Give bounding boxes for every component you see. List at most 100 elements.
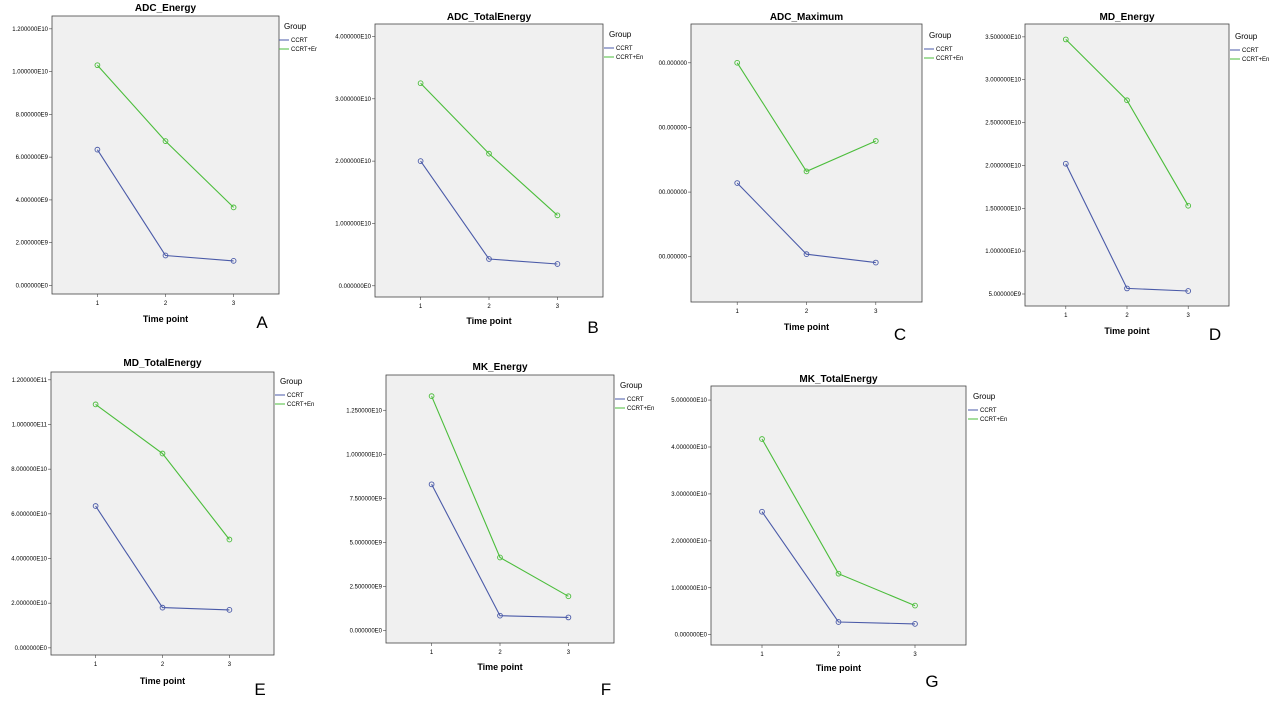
data-point-ccrt bbox=[486, 256, 492, 262]
data-point-ccrt-en bbox=[428, 393, 435, 400]
x-tick-label: 3 bbox=[556, 304, 560, 310]
chart-title: MD_TotalEnergy bbox=[123, 358, 202, 369]
data-point-ccrt bbox=[417, 158, 424, 164]
y-tick-label: 2.000000E10 bbox=[11, 601, 47, 607]
x-axis-label: Time point bbox=[140, 676, 185, 686]
chart-title: MK_TotalEnergy bbox=[799, 374, 878, 385]
data-point-ccrt bbox=[1062, 160, 1069, 167]
chart-panel-e: MD_TotalEnergy 0.000000E0 2.000000E10 4.000… bbox=[11, 358, 314, 699]
x-tick-label: 1 bbox=[736, 309, 740, 315]
y-tick-label: 1.000000E10 bbox=[346, 452, 382, 458]
y-tick-label: 1.500000E10 bbox=[985, 206, 1021, 212]
y-tick-label: 0.000000E0 bbox=[675, 633, 708, 639]
y-tick-label: 5.000000E9 bbox=[350, 541, 383, 547]
series-line-ccrt bbox=[95, 505, 230, 611]
x-tick-label: 3 bbox=[874, 309, 878, 315]
y-tick-label: 0.000000E0 bbox=[15, 646, 48, 652]
data-point-ccrt-en bbox=[835, 570, 842, 577]
x-tick-label: 1 bbox=[419, 304, 423, 310]
series-line-ccrt bbox=[736, 182, 876, 264]
data-point-ccrt-en bbox=[1062, 36, 1069, 43]
x-tick-label: 3 bbox=[1187, 313, 1191, 319]
legend-label-ccrt-en: CCRT+En bbox=[1242, 57, 1269, 63]
legend-label-ccrt: CCRT bbox=[291, 38, 308, 44]
series-line-ccrt-en bbox=[1065, 39, 1189, 206]
plot-area bbox=[50, 371, 275, 656]
legend-label-ccrt-en: CCRT+Er bbox=[291, 47, 317, 53]
series-line-ccrt bbox=[761, 511, 916, 625]
data-point-ccrt-en bbox=[554, 212, 561, 219]
legend-title: Group bbox=[929, 31, 952, 40]
x-tick-label: 2 bbox=[164, 301, 168, 307]
y-tick-label: 4.000000E10 bbox=[11, 557, 47, 563]
data-point-ccrt-en bbox=[162, 138, 169, 144]
data-point-ccrt bbox=[565, 614, 572, 621]
legend-label-ccrt: CCRT bbox=[1242, 48, 1259, 54]
chart-title: MK_Energy bbox=[472, 362, 527, 373]
x-tick-label: 3 bbox=[232, 301, 236, 307]
legend-title: Group bbox=[280, 377, 303, 386]
y-tick-label: 7.500000E9 bbox=[350, 496, 383, 502]
y-tick-label: 0.000000E0 bbox=[16, 283, 49, 289]
x-tick-label: 1 bbox=[1064, 313, 1068, 319]
data-point-ccrt-en bbox=[230, 204, 237, 211]
data-point-ccrt-en bbox=[486, 150, 492, 157]
panel-letter: B bbox=[587, 318, 598, 337]
data-point-ccrt-en bbox=[565, 593, 572, 600]
x-tick-label: 2 bbox=[1125, 313, 1129, 319]
data-point-ccrt bbox=[734, 180, 741, 186]
y-tick-label: 1.200000E10 bbox=[12, 27, 48, 33]
panel-letter: E bbox=[254, 680, 265, 699]
plot-area bbox=[51, 15, 280, 295]
data-point-ccrt-en bbox=[759, 436, 765, 442]
x-axis-label: Time point bbox=[143, 314, 188, 324]
data-point-ccrt bbox=[554, 261, 561, 267]
legend-title: Group bbox=[284, 22, 307, 31]
series-line-ccrt-en bbox=[431, 395, 569, 597]
data-point-ccrt bbox=[428, 481, 435, 488]
y-tick-label: 0.000000E0 bbox=[339, 284, 372, 290]
chart-panel-f: MK_Energy 0.000000E0 2.500000E9 5.000000E9 7… bbox=[346, 362, 654, 699]
chart-title: ADC_Energy bbox=[135, 3, 197, 14]
data-point-ccrt-en bbox=[226, 536, 233, 543]
legend-label-ccrt: CCRT bbox=[627, 397, 644, 403]
y-tick-label: 3.000000E10 bbox=[671, 492, 707, 498]
plot-area bbox=[1024, 23, 1230, 307]
x-tick-label: 1 bbox=[96, 301, 100, 307]
legend-label-ccrt-en: CCRT+En bbox=[980, 417, 1007, 423]
chart-title: ADC_TotalEnergy bbox=[447, 12, 532, 23]
legend-label-ccrt-en: CCRT+En bbox=[936, 56, 963, 62]
chart-title: ADC_Maximum bbox=[770, 12, 843, 23]
y-tick-label: 1.000000E10 bbox=[985, 249, 1021, 255]
y-tick-label: 4.000000E9 bbox=[16, 198, 49, 204]
plot-area bbox=[690, 23, 923, 303]
data-point-ccrt-en bbox=[872, 138, 879, 144]
data-point-ccrt bbox=[872, 259, 879, 266]
y-tick-label: 2.000000E10 bbox=[671, 539, 707, 545]
panel-letter: F bbox=[601, 680, 611, 699]
x-tick-label: 2 bbox=[498, 650, 502, 656]
data-point-ccrt bbox=[230, 258, 237, 264]
data-point-ccrt-en bbox=[159, 450, 166, 457]
x-tick-label: 2 bbox=[837, 652, 841, 658]
data-point-ccrt-en bbox=[1124, 97, 1130, 104]
series-line-ccrt-en bbox=[96, 64, 234, 208]
legend-title: Group bbox=[973, 392, 996, 401]
data-point-ccrt-en bbox=[912, 602, 918, 609]
legend-title: Group bbox=[609, 30, 632, 39]
y-tick-label: 1.000000E11 bbox=[12, 422, 48, 428]
x-tick-label: 1 bbox=[94, 662, 98, 668]
panel-letter: C bbox=[894, 325, 906, 344]
plot-area bbox=[710, 385, 967, 646]
data-point-ccrt-en bbox=[734, 59, 741, 66]
data-point-ccrt bbox=[1124, 285, 1130, 292]
data-point-ccrt bbox=[803, 251, 810, 258]
y-tick-label: 4.000000E10 bbox=[335, 34, 371, 40]
x-axis-label: Time point bbox=[477, 662, 522, 672]
data-point-ccrt bbox=[159, 604, 166, 611]
legend-label-ccrt: CCRT bbox=[980, 408, 997, 414]
plot-area bbox=[374, 23, 604, 298]
y-tick-label: 6.000000E9 bbox=[16, 155, 49, 161]
y-tick-label: 3.000000E10 bbox=[985, 78, 1021, 84]
y-tick-label: 1.200000E11 bbox=[12, 378, 48, 384]
